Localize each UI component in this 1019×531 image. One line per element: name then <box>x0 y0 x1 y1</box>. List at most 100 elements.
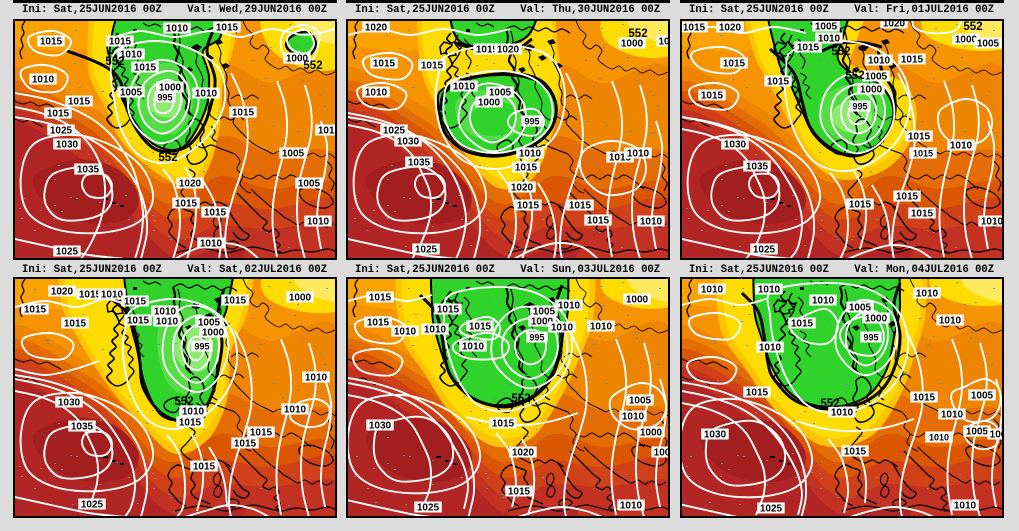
svg-text:1010: 1010 <box>620 501 643 512</box>
svg-text:1000: 1000 <box>531 317 554 328</box>
svg-text:1015: 1015 <box>911 209 934 220</box>
svg-text:1010: 1010 <box>640 217 663 228</box>
svg-text:1015: 1015 <box>587 216 610 227</box>
svg-text:1010: 1010 <box>627 149 650 160</box>
svg-text:1010: 1010 <box>818 34 841 45</box>
svg-text:1010: 1010 <box>462 342 485 353</box>
svg-text:1015: 1015 <box>369 293 392 304</box>
svg-text:552: 552 <box>511 393 530 405</box>
svg-text:1010: 1010 <box>284 405 307 416</box>
svg-text:1015: 1015 <box>517 201 540 212</box>
svg-text:1015: 1015 <box>791 319 814 330</box>
svg-text:995: 995 <box>852 102 867 112</box>
svg-text:1010: 1010 <box>120 50 143 61</box>
svg-text:100: 100 <box>990 430 1004 441</box>
svg-text:995: 995 <box>863 333 878 343</box>
svg-text:1015: 1015 <box>367 318 390 329</box>
svg-text:1000: 1000 <box>626 295 649 306</box>
svg-text:1015: 1015 <box>844 447 867 458</box>
svg-text:1015: 1015 <box>609 153 632 164</box>
svg-text:1025: 1025 <box>81 500 104 511</box>
svg-text:1015: 1015 <box>232 108 255 119</box>
svg-text:1030: 1030 <box>397 137 420 148</box>
svg-text:1000: 1000 <box>286 54 309 65</box>
svg-text:1025: 1025 <box>753 245 776 256</box>
svg-text:1010: 1010 <box>981 217 1004 228</box>
svg-text:1010: 1010 <box>101 290 124 301</box>
svg-text:1015: 1015 <box>746 388 769 399</box>
svg-text:1015: 1015 <box>701 91 724 102</box>
svg-text:1015: 1015 <box>908 132 931 143</box>
svg-text:1015: 1015 <box>216 23 239 34</box>
svg-text:1015: 1015 <box>896 192 919 203</box>
svg-text:1005: 1005 <box>282 149 305 160</box>
svg-text:1015: 1015 <box>569 201 592 212</box>
svg-text:1010: 1010 <box>868 56 891 67</box>
svg-text:1010: 1010 <box>939 316 962 327</box>
svg-text:1025: 1025 <box>417 503 440 514</box>
svg-text:1015: 1015 <box>318 126 337 137</box>
svg-text:1020: 1020 <box>497 45 520 56</box>
svg-text:1015: 1015 <box>224 296 247 307</box>
svg-text:1015: 1015 <box>40 37 63 48</box>
svg-text:1005: 1005 <box>198 318 221 329</box>
svg-text:1025: 1025 <box>760 504 783 515</box>
svg-text:552: 552 <box>831 46 850 58</box>
svg-text:1005: 1005 <box>629 396 652 407</box>
svg-text:1030: 1030 <box>724 140 747 151</box>
svg-text:1010: 1010 <box>156 317 179 328</box>
svg-text:995: 995 <box>194 342 209 352</box>
svg-text:552: 552 <box>174 396 193 408</box>
svg-text:1030: 1030 <box>369 421 392 432</box>
svg-text:1010: 1010 <box>954 501 977 512</box>
svg-text:1015: 1015 <box>204 208 227 219</box>
svg-text:1015: 1015 <box>767 77 790 88</box>
svg-text:1015: 1015 <box>723 59 746 70</box>
svg-text:1010: 1010 <box>305 373 328 384</box>
svg-text:1030: 1030 <box>56 140 79 151</box>
svg-text:1020: 1020 <box>51 287 74 298</box>
svg-text:1010: 1010 <box>558 301 581 312</box>
svg-text:1015: 1015 <box>421 61 444 72</box>
svg-text:1010: 1010 <box>916 289 939 300</box>
svg-text:1035: 1035 <box>408 158 431 169</box>
svg-text:1015: 1015 <box>109 37 132 48</box>
svg-text:1000: 1000 <box>640 428 663 439</box>
svg-text:1020: 1020 <box>365 23 388 34</box>
svg-text:1005: 1005 <box>815 22 838 33</box>
svg-text:1005: 1005 <box>865 72 888 83</box>
svg-text:1015: 1015 <box>849 200 872 211</box>
svg-text:1030: 1030 <box>58 398 81 409</box>
svg-text:1015: 1015 <box>193 462 216 473</box>
svg-text:1015: 1015 <box>476 45 499 56</box>
svg-text:1000: 1000 <box>865 314 888 325</box>
svg-text:1020: 1020 <box>179 179 202 190</box>
svg-text:1010: 1010 <box>32 75 55 86</box>
svg-text:1000: 1000 <box>860 85 883 96</box>
svg-text:1010: 1010 <box>941 410 964 421</box>
svg-text:1005: 1005 <box>977 39 1000 50</box>
svg-text:1010: 1010 <box>622 412 645 423</box>
svg-text:1015: 1015 <box>179 418 202 429</box>
svg-text:1015: 1015 <box>124 297 147 308</box>
svg-text:1015: 1015 <box>134 63 157 74</box>
svg-text:1010: 1010 <box>166 24 189 35</box>
svg-text:1010: 1010 <box>200 239 223 250</box>
svg-text:1015: 1015 <box>127 316 150 327</box>
svg-text:1000: 1000 <box>159 83 182 94</box>
svg-text:1015: 1015 <box>250 428 273 439</box>
svg-text:1010: 1010 <box>590 322 613 333</box>
svg-text:1035: 1035 <box>77 165 100 176</box>
svg-text:995: 995 <box>524 117 539 127</box>
svg-text:1010: 1010 <box>701 285 724 296</box>
svg-text:10: 10 <box>658 37 670 48</box>
svg-text:1035: 1035 <box>71 422 94 433</box>
svg-text:552: 552 <box>303 60 322 72</box>
svg-text:552: 552 <box>963 21 982 33</box>
svg-text:1015: 1015 <box>47 109 70 120</box>
svg-text:1015: 1015 <box>797 43 820 54</box>
svg-text:1015: 1015 <box>373 59 396 70</box>
svg-text:1005: 1005 <box>120 88 143 99</box>
svg-text:1020: 1020 <box>719 23 742 34</box>
svg-text:1010: 1010 <box>365 88 388 99</box>
